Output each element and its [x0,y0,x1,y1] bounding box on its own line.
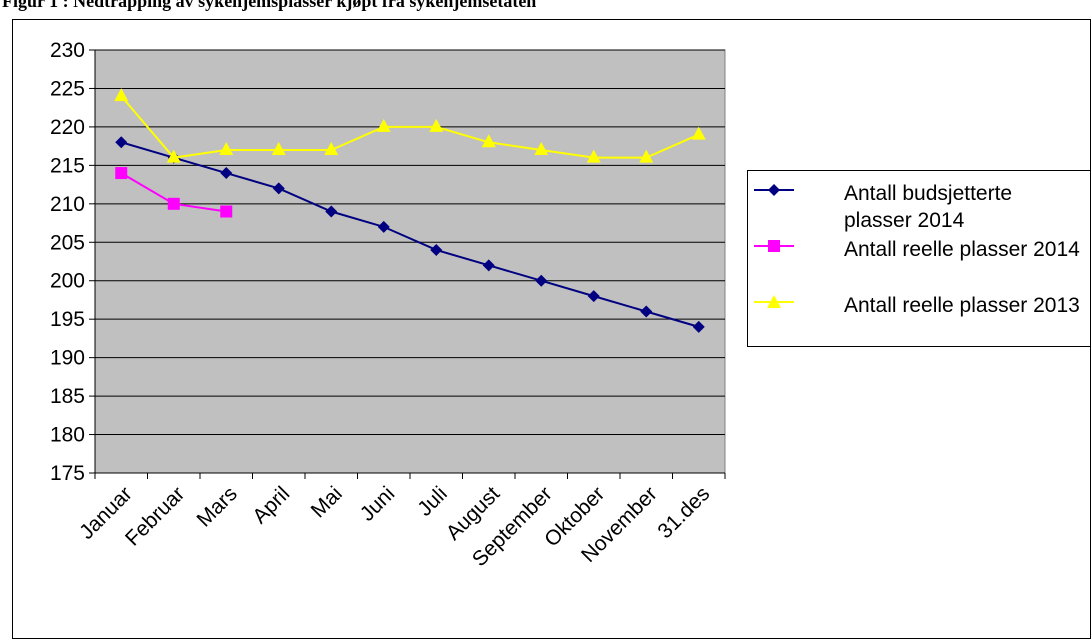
data-point-diamond [272,182,285,195]
y-tick-label: 185 [50,385,85,408]
y-tick-label: 220 [50,116,85,139]
data-point-diamond [640,305,653,318]
data-point-triangle [324,141,339,155]
y-tick-label: 200 [50,270,85,293]
data-point-triangle [481,134,496,148]
data-point-diamond [482,259,495,272]
y-tick-label: 190 [50,347,85,370]
data-point-diamond [377,220,390,233]
chart-legend: Antall budsjetterte plasser 2014 Antall … [747,170,1091,347]
y-tick-label: 205 [50,231,85,254]
x-tick-label: Juni [356,482,400,526]
data-point-triangle [586,149,601,163]
data-point-diamond [220,167,233,180]
x-tick-label: Februar [121,482,189,550]
y-tick-label: 215 [50,154,85,177]
data-point-triangle [429,118,444,132]
legend-item-budsjetterte-2014: Antall budsjetterte plasser 2014 [748,179,1090,235]
x-tick-label: April [248,482,294,528]
data-point-diamond [535,274,548,287]
data-point-diamond [115,136,128,149]
series-line-0 [120,141,700,328]
data-point-square [220,205,233,218]
x-tick-label: Juli [413,482,452,521]
legend-item-reelle-2014: Antall reelle plasser 2014 [748,235,1090,291]
legend-label: Antall reelle plasser 2014 [844,238,1080,261]
data-point-triangle [376,118,391,132]
data-point-diamond [692,320,705,333]
data-point-square [115,167,128,180]
y-tick-label: 210 [50,193,85,216]
y-tick-label: 180 [50,424,85,447]
y-tick-label: 225 [50,77,85,100]
data-point-diamond [430,243,443,256]
legend-swatch-line-triangle-icon [754,295,794,308]
plot-area [94,49,726,474]
figure-title: Figur 1 : Nedtrapping av sykehjemsplasse… [2,0,537,11]
x-tick-label: Mars [193,482,242,531]
x-tick-label: Mai [307,482,347,522]
legend-swatch-line-diamond-icon [754,184,794,196]
legend-label: Antall budsjetterte plasser 2014 [844,182,1013,232]
data-point-triangle [639,149,654,163]
y-tick-label: 230 [50,39,85,62]
data-point-square [167,197,180,210]
y-tick-label: 175 [50,462,85,485]
y-tick-label: 195 [50,308,85,331]
data-point-diamond [587,290,600,303]
legend-swatch-line-square-icon [754,240,794,252]
data-point-triangle [166,149,181,163]
legend-label: Antall reelle plasser 2013 [844,294,1080,317]
data-point-triangle [691,126,706,140]
data-point-triangle [219,141,234,155]
legend-item-reelle-2013: Antall reelle plasser 2013 [748,291,1090,347]
data-point-triangle [271,141,286,155]
data-point-triangle [114,88,129,102]
x-tick-label: 31.des [653,482,714,543]
data-point-triangle [534,141,549,155]
series-line-2 [120,95,700,159]
data-point-diamond [325,205,338,218]
